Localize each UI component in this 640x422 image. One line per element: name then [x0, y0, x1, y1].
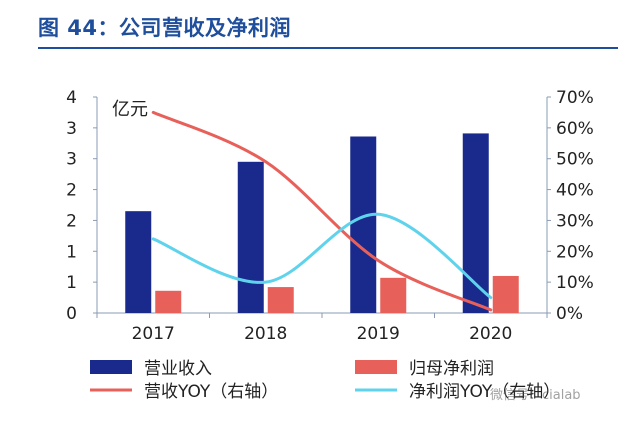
left-tick-label: 2: [66, 181, 77, 201]
line-profit-yoy: [151, 212, 493, 300]
legend-swatch-bar: [90, 360, 132, 374]
right-tick-label: 50%: [556, 150, 594, 170]
bar-net-profit: [155, 290, 182, 313]
right-tick-label: 20%: [556, 242, 594, 262]
bar-net-profit: [380, 277, 407, 313]
left-tick-label: 2: [66, 211, 77, 231]
right-tick-label: 60%: [556, 119, 594, 139]
x-tick-label: 2017: [132, 324, 175, 344]
x-tick-label: 2019: [357, 324, 400, 344]
legend-label: 归母净利润: [409, 359, 494, 379]
bar-revenue: [125, 211, 152, 313]
bar-revenue: [350, 136, 377, 313]
left-tick-label: 1: [66, 273, 77, 293]
legend-label: 营业收入: [144, 359, 212, 379]
x-tick-label: 2020: [469, 324, 512, 344]
x-tick-label: 2018: [244, 324, 287, 344]
right-tick-label: 0%: [556, 304, 583, 324]
left-tick-label: 1: [66, 242, 77, 262]
left-tick-label: 4: [66, 88, 77, 108]
legend-label: 营收YOY（右轴）: [144, 382, 278, 402]
bar-net-profit: [492, 275, 519, 313]
right-tick-label: 30%: [556, 211, 594, 231]
figure-title: 图 44：公司营收及净利润: [38, 16, 292, 40]
bar-revenue: [237, 161, 264, 313]
line-revenue-yoy: [151, 110, 493, 312]
title-underline: [38, 47, 618, 49]
legend-label: 净利润YOY（右轴）: [409, 382, 560, 402]
right-tick-label: 10%: [556, 273, 594, 293]
right-tick-label: 40%: [556, 181, 594, 201]
left-tick-label: 3: [66, 119, 77, 139]
left-tick-label: 3: [66, 150, 77, 170]
unit-label: 亿元: [112, 99, 148, 120]
bar-net-profit: [267, 287, 294, 313]
right-tick-label: 70%: [556, 88, 594, 108]
watermark-text: 微信号：cialab: [490, 388, 581, 403]
left-tick-label: 0: [66, 304, 77, 324]
legend-swatch-bar: [355, 360, 397, 374]
